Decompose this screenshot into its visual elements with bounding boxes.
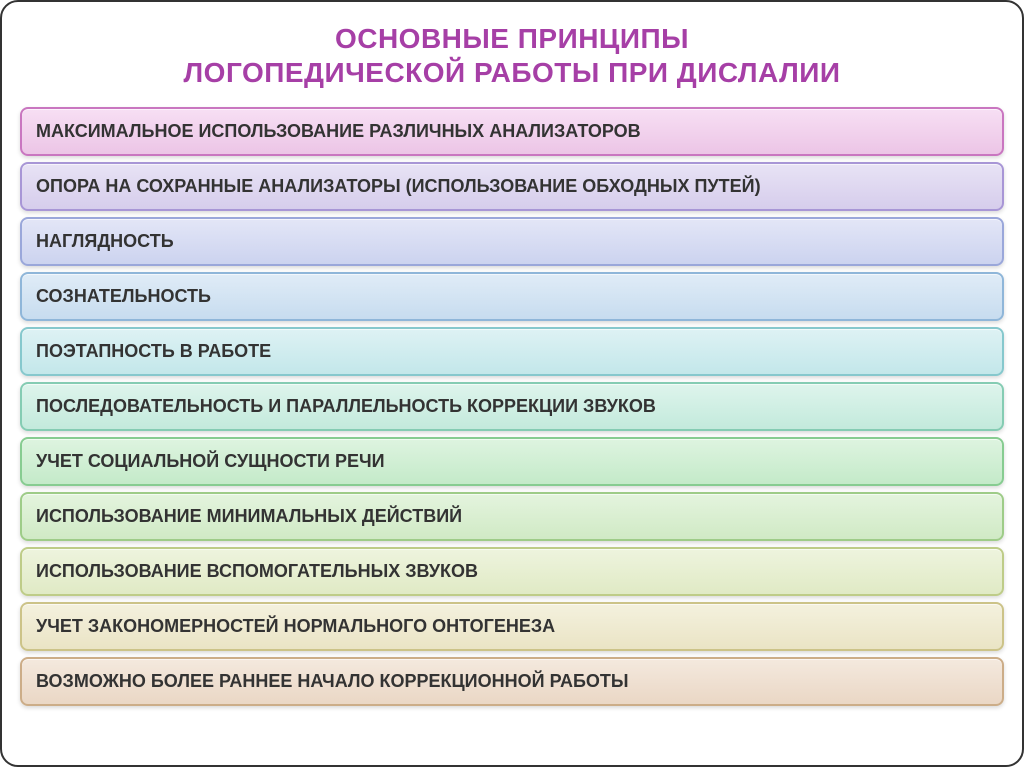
principle-item: ОПОРА НА СОХРАННЫЕ АНАЛИЗАТОРЫ (ИСПОЛЬЗО…: [20, 162, 1004, 211]
principle-item: ВОЗМОЖНО БОЛЕЕ РАННЕЕ НАЧАЛО КОРРЕКЦИОНН…: [20, 657, 1004, 706]
principle-item-label: СОЗНАТЕЛЬНОСТЬ: [36, 286, 211, 306]
principle-item: ИСПОЛЬЗОВАНИЕ МИНИМАЛЬНЫХ ДЕЙСТВИЙ: [20, 492, 1004, 541]
principles-list: МАКСИМАЛЬНОЕ ИСПОЛЬЗОВАНИЕ РАЗЛИЧНЫХ АНА…: [20, 107, 1004, 706]
principle-item-label: УЧЕТ СОЦИАЛЬНОЙ СУЩНОСТИ РЕЧИ: [36, 451, 385, 471]
principle-item: МАКСИМАЛЬНОЕ ИСПОЛЬЗОВАНИЕ РАЗЛИЧНЫХ АНА…: [20, 107, 1004, 156]
title-line-1: ОСНОВНЫЕ ПРИНЦИПЫ: [335, 23, 689, 54]
principle-item-label: ПОЭТАПНОСТЬ В РАБОТЕ: [36, 341, 271, 361]
principle-item-label: УЧЕТ ЗАКОНОМЕРНОСТЕЙ НОРМАЛЬНОГО ОНТОГЕН…: [36, 616, 555, 636]
slide-container: ОСНОВНЫЕ ПРИНЦИПЫ ЛОГОПЕДИЧЕСКОЙ РАБОТЫ …: [0, 0, 1024, 767]
principle-item: ПОЭТАПНОСТЬ В РАБОТЕ: [20, 327, 1004, 376]
principle-item: СОЗНАТЕЛЬНОСТЬ: [20, 272, 1004, 321]
principle-item-label: ИСПОЛЬЗОВАНИЕ МИНИМАЛЬНЫХ ДЕЙСТВИЙ: [36, 506, 462, 526]
principle-item-label: ПОСЛЕДОВАТЕЛЬНОСТЬ И ПАРАЛЛЕЛЬНОСТЬ КОРР…: [36, 396, 656, 416]
principle-item-label: ИСПОЛЬЗОВАНИЕ ВСПОМОГАТЕЛЬНЫХ ЗВУКОВ: [36, 561, 478, 581]
principle-item-label: ВОЗМОЖНО БОЛЕЕ РАННЕЕ НАЧАЛО КОРРЕКЦИОНН…: [36, 671, 629, 691]
principle-item-label: МАКСИМАЛЬНОЕ ИСПОЛЬЗОВАНИЕ РАЗЛИЧНЫХ АНА…: [36, 121, 641, 141]
slide-title: ОСНОВНЫЕ ПРИНЦИПЫ ЛОГОПЕДИЧЕСКОЙ РАБОТЫ …: [20, 22, 1004, 89]
principle-item: НАГЛЯДНОСТЬ: [20, 217, 1004, 266]
principle-item-label: НАГЛЯДНОСТЬ: [36, 231, 174, 251]
principle-item: УЧЕТ СОЦИАЛЬНОЙ СУЩНОСТИ РЕЧИ: [20, 437, 1004, 486]
title-line-2: ЛОГОПЕДИЧЕСКОЙ РАБОТЫ ПРИ ДИСЛАЛИИ: [184, 57, 841, 88]
principle-item: ИСПОЛЬЗОВАНИЕ ВСПОМОГАТЕЛЬНЫХ ЗВУКОВ: [20, 547, 1004, 596]
principle-item: ПОСЛЕДОВАТЕЛЬНОСТЬ И ПАРАЛЛЕЛЬНОСТЬ КОРР…: [20, 382, 1004, 431]
principle-item-label: ОПОРА НА СОХРАННЫЕ АНАЛИЗАТОРЫ (ИСПОЛЬЗО…: [36, 176, 761, 196]
principle-item: УЧЕТ ЗАКОНОМЕРНОСТЕЙ НОРМАЛЬНОГО ОНТОГЕН…: [20, 602, 1004, 651]
